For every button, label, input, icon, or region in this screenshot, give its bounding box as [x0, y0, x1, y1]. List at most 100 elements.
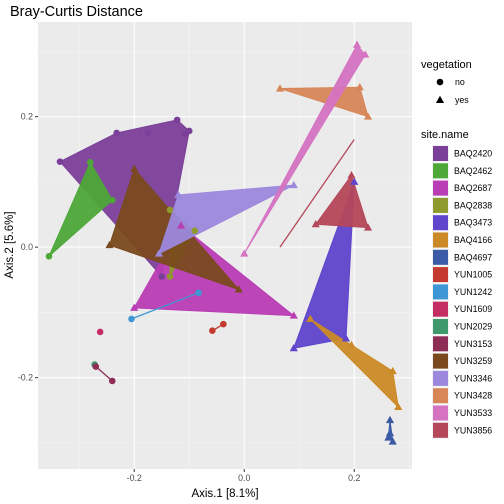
legend-site-label: YUN3346 — [454, 373, 492, 383]
x-tick-label: -0.2 — [127, 473, 142, 483]
legend-shape-label: yes — [455, 95, 469, 105]
legend-swatch — [433, 197, 448, 213]
legend-swatch — [433, 284, 448, 300]
shape-legend-title: vegetation — [421, 59, 472, 71]
segment-yun3153 — [95, 366, 113, 382]
legend-swatch — [433, 215, 448, 231]
hull-baq2462 — [48, 161, 113, 257]
point-baq2838 — [166, 273, 174, 280]
legend-site-label: BAQ2687 — [454, 183, 492, 193]
legend-site-label: BAQ4166 — [454, 235, 492, 245]
legend-site-label: YUN2029 — [454, 322, 492, 332]
segment-yun3856 — [279, 139, 355, 248]
point-yun3533 — [361, 50, 370, 58]
point-yun3533 — [240, 249, 249, 257]
chart-title: Bray-Curtis Distance — [10, 4, 143, 20]
legend-shape-circle — [436, 78, 444, 86]
point-yun3428 — [275, 84, 285, 92]
point-baq2420 — [185, 127, 193, 135]
legend-swatch — [433, 388, 448, 404]
point-yun3259 — [130, 164, 139, 172]
point-baq2420 — [173, 116, 181, 124]
legend-site-label: YUN3856 — [454, 425, 492, 435]
point-baq2420 — [56, 158, 64, 165]
point-baq2462 — [45, 252, 53, 260]
point-baq2420 — [158, 273, 166, 280]
legend-shape-label: no — [455, 77, 465, 87]
legend-site-label: YUN1609 — [454, 304, 492, 314]
legend-site-label: BAQ2462 — [454, 166, 492, 176]
legend-site-label: BAQ2420 — [454, 149, 492, 159]
point-yun3428 — [355, 82, 364, 91]
segment-yun1242 — [131, 292, 199, 320]
point-yun1242 — [195, 289, 202, 297]
legend-swatch — [433, 232, 448, 248]
legend-swatch — [433, 267, 448, 283]
point-yun3259 — [234, 285, 243, 293]
hull-yun3533 — [243, 43, 366, 254]
point-baq2687 — [289, 311, 298, 319]
legend-swatch — [433, 405, 448, 421]
legend-swatch — [433, 336, 448, 352]
point-baq2462 — [108, 196, 116, 204]
point-yun3346 — [174, 190, 183, 198]
legend-swatch — [433, 422, 448, 438]
legend-site-label: YUN3153 — [454, 339, 492, 349]
legend-site-label: YUN1005 — [454, 270, 492, 280]
point-yun3153 — [92, 363, 100, 370]
point-yun1242 — [128, 315, 135, 323]
legend-swatch — [433, 180, 448, 196]
y-tick-label: 0.2 — [21, 112, 33, 122]
point-baq2687 — [130, 303, 139, 311]
point-baq2687 — [176, 221, 186, 229]
point-yun3533 — [352, 40, 362, 48]
point-yun3153 — [108, 377, 116, 385]
legend-site-label: YUN3259 — [454, 356, 492, 366]
point-yun3346 — [154, 249, 164, 257]
point-baq2838 — [191, 227, 199, 235]
point-yun3856 — [347, 171, 356, 179]
grid-lines — [38, 22, 412, 469]
legend-site-label: BAQ2838 — [454, 200, 492, 210]
legend-site-label: YUN1242 — [454, 287, 492, 297]
x-axis-title: Axis.1 [8.1%] — [191, 488, 258, 500]
y-axis-title: Axis.2 [5.6%] — [4, 211, 16, 278]
x-tick-label: 0.2 — [348, 473, 360, 483]
legend-site-label: YUN3533 — [454, 408, 492, 418]
point-baq2420 — [113, 129, 120, 137]
point-baq2420 — [144, 129, 152, 137]
legend-swatch — [433, 163, 448, 179]
point-baq4697 — [384, 433, 393, 441]
point-yun1005 — [220, 320, 227, 328]
point-yun3346 — [289, 180, 298, 189]
point-yun1005 — [209, 327, 216, 334]
legend-site-label: BAQ4697 — [454, 252, 492, 262]
point-yun3856 — [363, 223, 373, 231]
color-legend-title: site.name — [421, 129, 469, 141]
legend-swatch — [433, 353, 448, 369]
point-yun3259 — [105, 240, 114, 249]
legend-shape-triangle — [435, 95, 445, 104]
legend-site-label: YUN3428 — [454, 391, 492, 401]
point-baq2838 — [166, 206, 174, 214]
point-baq3473 — [350, 177, 359, 185]
point-baq4166 — [306, 314, 315, 322]
legend-swatch — [433, 146, 448, 161]
data-points — [45, 40, 403, 445]
hull-yun3856 — [314, 174, 369, 229]
point-baq4697 — [385, 415, 395, 424]
point-baq2462 — [86, 158, 94, 166]
hull-yun3346 — [158, 184, 294, 255]
point-baq4166 — [388, 366, 397, 375]
y-tick-label: 0.0 — [21, 242, 33, 252]
point-yun3856 — [311, 219, 320, 228]
legend-site-label: BAQ3473 — [454, 218, 492, 228]
point-yun3428 — [363, 112, 373, 120]
point-baq4697 — [388, 437, 397, 445]
axis-ticks: -0.2 0.0 0.2 -0.2 0.0 0.2 — [18, 112, 361, 483]
legend-swatch — [433, 301, 448, 317]
legend-swatch — [433, 370, 448, 386]
point-baq4166 — [394, 402, 403, 411]
point-baq3473 — [289, 343, 298, 352]
point-baq3473 — [341, 334, 351, 342]
